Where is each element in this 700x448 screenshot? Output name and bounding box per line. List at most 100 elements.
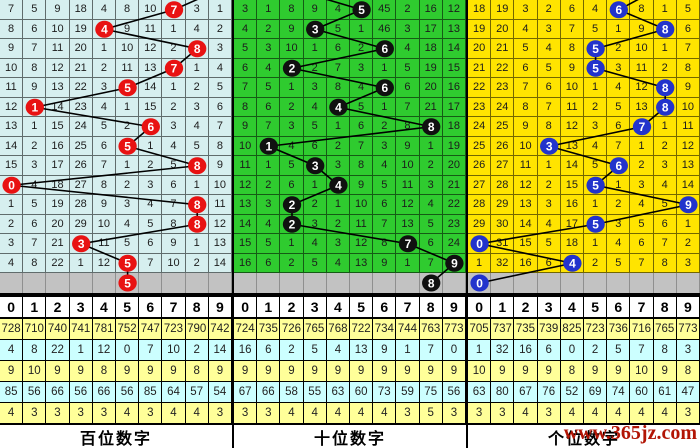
- chart-cell: 22: [442, 195, 466, 215]
- chart-cell: 4: [350, 78, 374, 98]
- header-cell: 7: [630, 297, 654, 317]
- stat-cell: 0: [560, 340, 584, 361]
- chart-cell: 7: [162, 195, 186, 215]
- stat-cell: 22: [46, 340, 70, 361]
- chart-row: 1 5 19 28 9 3 4 7 11: [0, 195, 232, 215]
- chart-cell: 10: [396, 156, 420, 176]
- trend-grid: 3 1 8 9 4 45 2 16 12 4 2 9 5 1 46 3 17 13 5 3 10 1 6 2 4 18 14 6 4 2 7…: [234, 0, 466, 273]
- chart-cell: 5: [257, 78, 281, 98]
- chart-cell: 15: [46, 117, 70, 137]
- stat-cell: 8: [23, 340, 47, 361]
- chart-cell: 3: [653, 156, 677, 176]
- stat-cell: 705: [468, 319, 492, 340]
- chart-cell: 11: [0, 78, 24, 98]
- chart-cell: 16: [442, 78, 466, 98]
- stat-cell: 66: [46, 382, 70, 403]
- chart-cell: 28: [69, 195, 93, 215]
- chart-cell: 12: [92, 253, 116, 273]
- chart-cell: 2: [23, 136, 47, 156]
- panel-footer: 个位数字: [468, 424, 700, 448]
- chart-cell: 4: [139, 195, 163, 215]
- chart-cell: 2: [653, 136, 677, 156]
- chart-cell: 4: [326, 253, 350, 273]
- stat-cell: 2: [280, 340, 304, 361]
- chart-cell: [584, 175, 608, 195]
- trend-grid: 7 5 9 18 4 8 10 3 1 8 6 10 19 9 11 1 4 2 9 7 11 20 1 10 12 2 3 10 8 1…: [0, 0, 232, 273]
- trend-grid: 18 19 3 2 6 4 8 1 5 19 20 4 3 7 5 1 9 6 20 21 5 4 8 2 10 1 7 21 22 6 5…: [468, 0, 700, 273]
- chart-cell: 10: [560, 78, 584, 98]
- chart-cell: 2: [607, 39, 631, 59]
- chart-cell: 2: [537, 175, 561, 195]
- chart-cell: 8: [396, 117, 420, 137]
- chart-cell: 13: [46, 78, 70, 98]
- chart-cell: 11: [676, 117, 700, 137]
- stat-cell: 2: [584, 340, 608, 361]
- chart-cell: 4: [116, 214, 140, 234]
- chart-cell: [560, 253, 584, 273]
- chart-cell: 3: [280, 117, 304, 137]
- chart-cell: 8: [208, 136, 232, 156]
- header-cell: 9: [443, 297, 466, 317]
- chart-cell: 2: [303, 58, 327, 78]
- chart-cell: 22: [46, 253, 70, 273]
- chart-cell: 6: [396, 78, 420, 98]
- chart-cell: 7: [630, 253, 654, 273]
- chart-cell: 2: [257, 175, 281, 195]
- chart-cell: 8: [676, 58, 700, 78]
- chart-cell: 13: [442, 19, 466, 39]
- stat-cell: 9: [139, 361, 163, 382]
- chart-cell: [373, 39, 397, 59]
- chart-row: 5 3 10 1 6 2 4 18 14: [234, 39, 466, 59]
- stat-cell: 781: [92, 319, 116, 340]
- stat-cell: 9: [419, 361, 443, 382]
- chart-cell: 4: [257, 58, 281, 78]
- chart-cell: 1: [116, 97, 140, 117]
- chart-cell: 11: [139, 19, 163, 39]
- stat-cell: 9: [208, 361, 232, 382]
- chart-cell: 3: [607, 58, 631, 78]
- chart-cell: 23: [69, 97, 93, 117]
- stat-cell: 739: [537, 319, 561, 340]
- stat-cell: 734: [373, 319, 397, 340]
- stat-cell: 63: [468, 382, 492, 403]
- chart-cell: 1: [419, 136, 443, 156]
- stat-cell: 9: [537, 361, 561, 382]
- chart-row: 25 26 10 13 4 7 1 2 12: [468, 136, 700, 156]
- chart-cell: 1: [653, 39, 677, 59]
- chart-cell: 14: [560, 156, 584, 176]
- chart-cell: 5: [139, 214, 163, 234]
- chart-cell: 8: [116, 0, 140, 20]
- chart-row: 23 24 8 7 11 2 5 13 10: [468, 97, 700, 117]
- chart-row: 4 2 9 5 1 46 3 17 13: [234, 19, 466, 39]
- stat-cell: 59: [396, 382, 420, 403]
- stat-cell: 9: [280, 361, 304, 382]
- stat-cell: 4: [326, 403, 350, 424]
- chart-cell: 3: [350, 58, 374, 78]
- pending-cell: [327, 273, 350, 293]
- chart-cell: 12: [139, 39, 163, 59]
- chart-row: 29 30 14 4 17 3 5 6 1: [468, 214, 700, 234]
- stat-cell: 4: [0, 403, 24, 424]
- chart-cell: 12: [46, 58, 70, 78]
- chart-cell: 5: [23, 0, 47, 20]
- chart-cell: 3: [303, 214, 327, 234]
- pending-cell: [373, 273, 397, 293]
- chart-cell: 5: [373, 175, 397, 195]
- chart-cell: 12: [234, 175, 258, 195]
- stat-cell: 16: [514, 340, 538, 361]
- stat-cell: 3: [468, 403, 492, 424]
- pending-cell: [350, 273, 374, 293]
- chart-cell: 4: [23, 175, 47, 195]
- chart-cell: 2: [630, 156, 654, 176]
- stat-cell: 4: [303, 403, 327, 424]
- chart-cell: [419, 117, 443, 137]
- chart-cell: 18: [442, 117, 466, 137]
- chart-cell: 9: [280, 19, 304, 39]
- stat-cell: 3: [537, 403, 561, 424]
- chart-cell: 19: [442, 136, 466, 156]
- chart-cell: [468, 234, 492, 254]
